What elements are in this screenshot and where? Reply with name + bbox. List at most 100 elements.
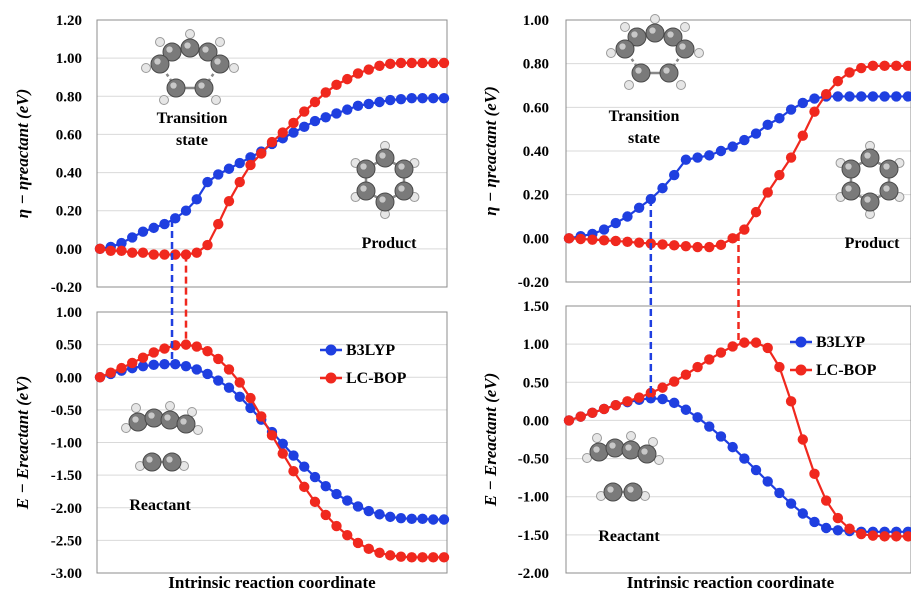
subplot-left-bottom: -3.00 -2.50 -2.00 -1.50 -1.00 -0.50 0.00 0.50 1.…	[13, 305, 450, 582]
data-point	[352, 537, 364, 549]
data-point	[750, 464, 762, 476]
data-point	[669, 169, 680, 181]
data-point	[223, 195, 235, 207]
legend: B3LYP LC-BOP	[790, 334, 877, 379]
subplot-right-bottom: -2.00 -1.50 -1.00 -0.50 0.00 0.50 1.00 1.50 E − …	[481, 299, 911, 582]
data-point	[331, 488, 342, 500]
data-point	[256, 411, 267, 422]
y-axis-label: η − ηreactant (eV)	[481, 86, 500, 216]
data-point	[785, 498, 797, 509]
data-point	[395, 93, 407, 105]
data-point	[374, 60, 385, 71]
data-point	[170, 359, 181, 370]
y-tick-label: 0.80	[56, 89, 82, 105]
data-point	[704, 421, 715, 432]
data-point	[256, 148, 267, 159]
data-point	[137, 352, 149, 363]
y-tick-label: -0.50	[51, 403, 82, 419]
data-point	[669, 376, 680, 387]
data-point	[879, 531, 890, 542]
data-point	[395, 57, 407, 69]
data-point	[891, 60, 902, 72]
y-tick-label: 0.00	[56, 242, 82, 258]
data-point	[879, 60, 890, 72]
data-point	[622, 211, 633, 222]
data-point	[727, 441, 738, 453]
y-tick-label: 0.60	[523, 100, 549, 116]
data-point	[406, 552, 417, 563]
data-point	[137, 360, 149, 372]
y-tick-label: 0.60	[56, 127, 82, 143]
data-point	[352, 68, 364, 79]
data-point	[622, 236, 633, 248]
annotation-transition-state-line1: Transition	[157, 110, 228, 127]
data-point	[406, 513, 417, 525]
legend-label: LC-BOP	[346, 370, 407, 387]
data-point	[385, 550, 396, 561]
data-point	[715, 431, 727, 442]
x-axis-label: Intrinsic reaction coordinate	[168, 573, 376, 592]
data-point	[374, 509, 385, 520]
data-point	[331, 520, 342, 532]
data-point	[395, 551, 407, 562]
data-point	[428, 92, 439, 104]
data-point	[739, 337, 750, 348]
y-tick-label: 1.50	[523, 299, 549, 315]
data-point	[288, 450, 299, 461]
data-point	[320, 481, 331, 492]
annotation-product: Product	[362, 235, 417, 252]
data-point	[727, 233, 738, 244]
legend-label: B3LYP	[346, 342, 395, 359]
data-point	[202, 368, 213, 380]
data-point	[342, 495, 353, 506]
data-point	[680, 369, 692, 380]
data-point	[610, 217, 621, 229]
data-point	[299, 481, 310, 493]
data-point	[148, 222, 159, 234]
data-point	[116, 237, 127, 249]
series-lc-bop	[563, 60, 911, 253]
data-point	[148, 347, 159, 358]
data-point	[116, 245, 127, 256]
data-point	[105, 245, 116, 256]
data-point	[704, 354, 715, 365]
data-point	[438, 552, 450, 563]
data-point	[680, 154, 692, 165]
data-point	[563, 415, 575, 426]
molecule-ts-0	[141, 29, 239, 105]
data-point	[809, 516, 820, 528]
data-point	[234, 377, 245, 388]
y-tick-label: -1.00	[51, 436, 82, 452]
data-point	[137, 247, 149, 258]
data-point	[774, 113, 785, 124]
data-point	[309, 496, 321, 508]
data-point	[266, 430, 278, 441]
data-point	[774, 361, 785, 373]
data-point	[867, 60, 879, 72]
data-point	[669, 397, 680, 409]
data-point	[610, 399, 621, 411]
data-point	[809, 93, 820, 104]
data-point	[342, 73, 353, 85]
plot-area	[96, 311, 448, 574]
annotation-transition-state-line1: Transition	[609, 108, 680, 125]
y-tick-label: 0.00	[523, 231, 549, 247]
data-point	[116, 362, 127, 374]
data-point	[750, 337, 762, 348]
data-point	[352, 100, 364, 112]
series-line	[568, 397, 908, 533]
panel-right: -0.20 0.00 0.20 0.40 0.60 0.80 1.00 η − ηreacta…	[481, 13, 911, 592]
data-point	[669, 240, 680, 251]
data-point	[127, 357, 138, 369]
y-tick-label: 1.00	[56, 305, 82, 321]
data-point	[680, 240, 692, 252]
molecule-ts-1	[606, 14, 704, 90]
data-point	[245, 159, 256, 171]
data-point	[809, 468, 820, 480]
data-point	[309, 96, 321, 108]
data-point	[148, 249, 159, 260]
data-point	[762, 342, 773, 354]
data-point	[692, 241, 703, 253]
data-point	[406, 57, 417, 69]
data-point	[299, 461, 310, 472]
